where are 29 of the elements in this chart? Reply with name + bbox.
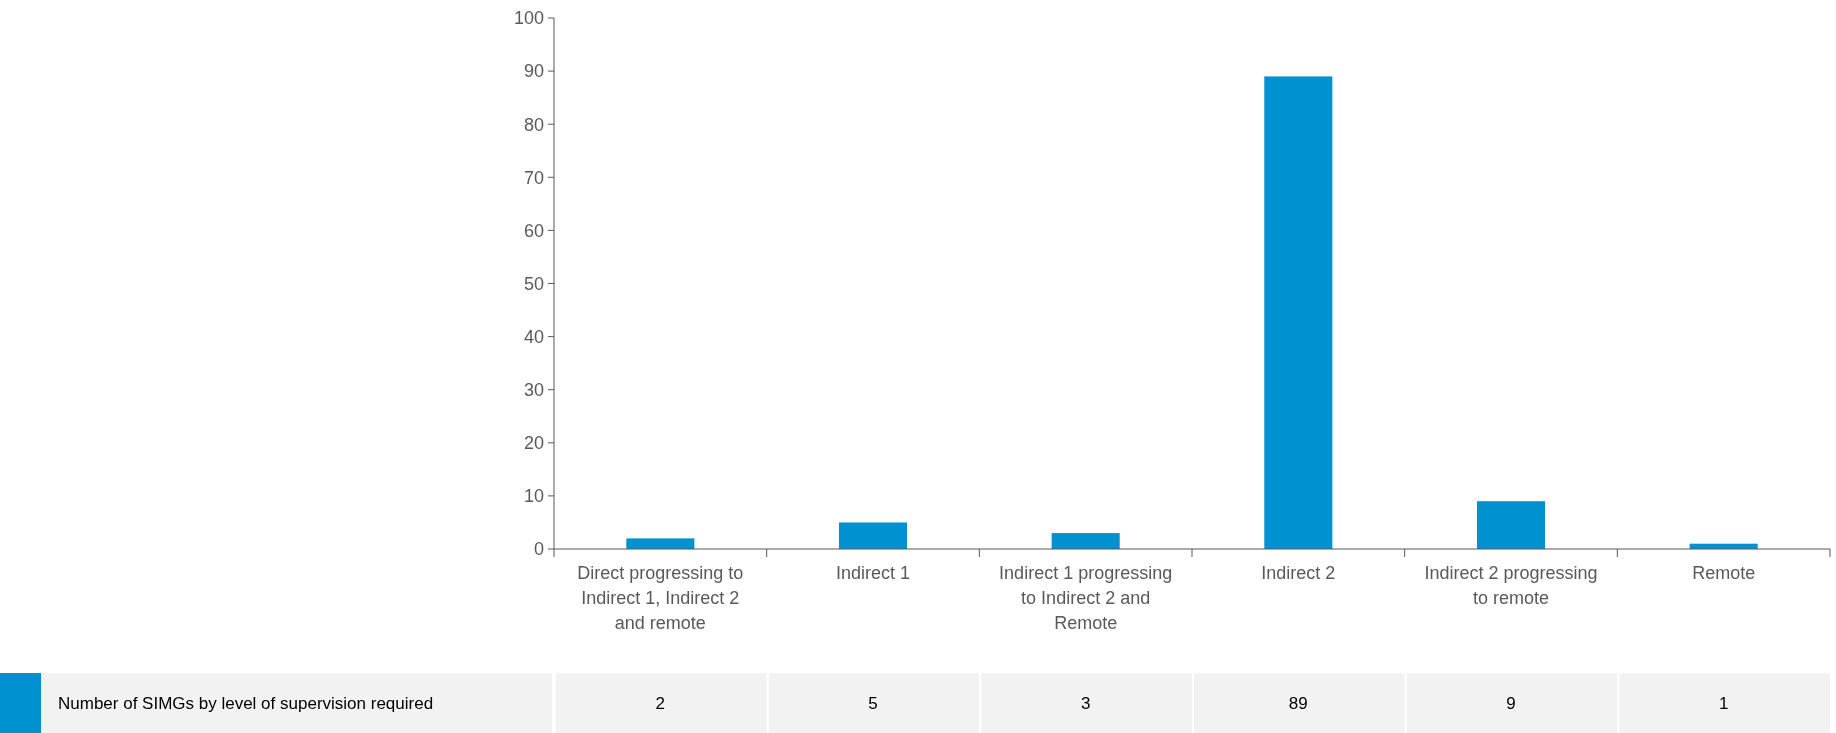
bar (626, 538, 695, 549)
y-tick-label: 70 (523, 167, 544, 188)
y-tick-label: 90 (523, 61, 544, 82)
y-tick-label: 40 (523, 326, 544, 347)
text: Number of SIMGs by level of supervision required (58, 693, 434, 713)
y-tick-label: 0 (533, 539, 544, 560)
y-tick-label: 80 (523, 114, 544, 135)
y-tick-label: 100 (513, 8, 544, 29)
bar (1476, 501, 1546, 549)
x-tick-label: Indirect 2 (1261, 563, 1336, 583)
data-label: 1 (1718, 693, 1729, 713)
x-tick-label: Indirect 1 progressing to Indirect 2 and Remote (999, 563, 1173, 633)
x-tick-label: Indirect 1 (835, 563, 911, 583)
y-tick-label: 10 (523, 486, 544, 507)
bar (1051, 533, 1120, 549)
data-label: 2 (655, 693, 666, 713)
data-label: 89 (1288, 693, 1308, 713)
bar (1264, 76, 1333, 549)
x-tick-label: Direct progressing to Indirect 1, Indirect 2 and remote (577, 563, 744, 633)
y-tick-label: 50 (523, 273, 544, 294)
y-tick-label: 60 (523, 220, 544, 241)
data-label: 9 (1506, 693, 1516, 713)
x-tick-label: Indirect 2 progressing to remote (1424, 563, 1598, 608)
y-tick-label: 20 (523, 433, 544, 454)
data-label: 5 (868, 693, 878, 713)
data-label: 3 (1080, 693, 1091, 713)
x-tick-label: Remote (1692, 563, 1756, 583)
y-tick-label: 30 (523, 380, 544, 400)
bar (838, 522, 908, 549)
